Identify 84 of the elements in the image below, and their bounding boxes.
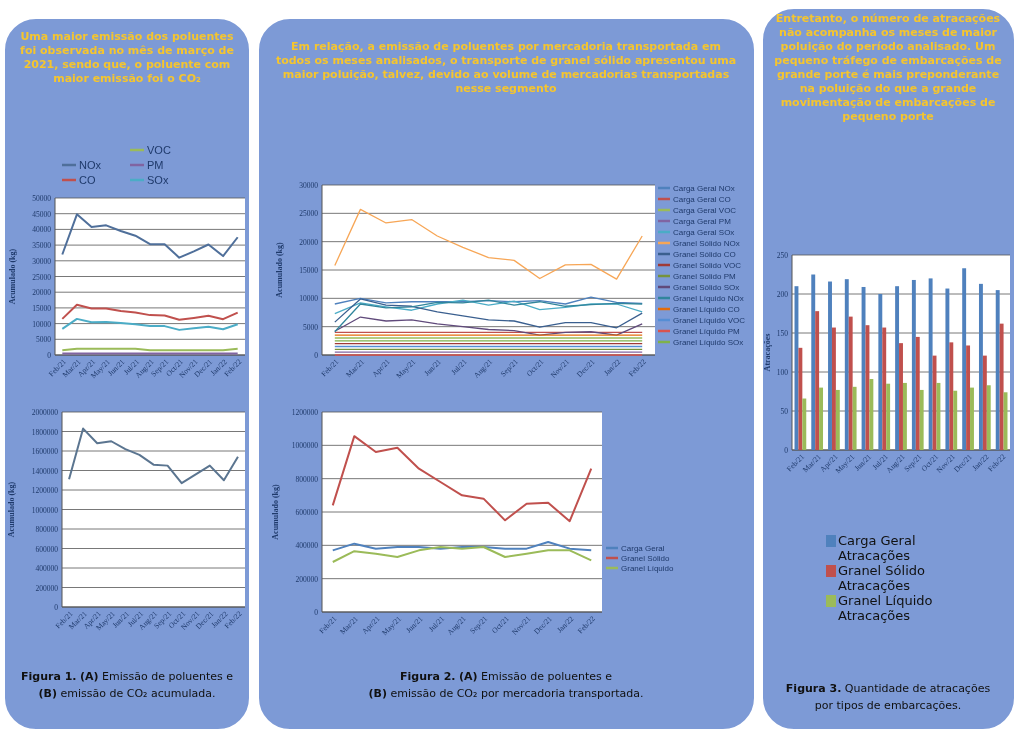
bar bbox=[852, 386, 857, 450]
bar bbox=[995, 290, 1000, 450]
bar bbox=[911, 279, 916, 450]
legend-label: Granel Líquido CO bbox=[673, 305, 740, 314]
bar bbox=[915, 336, 920, 450]
text: (B) emissão de CO₂ acumulada. bbox=[38, 687, 216, 700]
y-axis-title: Acumulado (kg) bbox=[271, 484, 280, 540]
bar bbox=[835, 389, 840, 450]
bar bbox=[886, 383, 891, 450]
legend-label: SOx bbox=[147, 174, 169, 186]
text: Figura 1. (A) Emissão de poluentes e bbox=[20, 670, 234, 683]
line-series bbox=[61, 303, 239, 321]
line-series bbox=[334, 299, 643, 315]
line-series bbox=[331, 541, 593, 552]
legend-label: Carga Geral CO bbox=[673, 195, 731, 204]
y-axis-title: Atracações bbox=[763, 333, 772, 372]
bar bbox=[895, 286, 900, 450]
legend-label: Carga Geral SOx bbox=[673, 228, 735, 237]
legend-label: Granel Líquido VOC bbox=[673, 316, 746, 325]
bar bbox=[919, 389, 924, 450]
bar bbox=[936, 382, 941, 450]
chart-title: Uma maior emissão dos poluentes foi observada no mês de março de 2021, sendo que, o poluente com maior emissão foi o CO₂ bbox=[20, 30, 235, 85]
legend-label: PM bbox=[147, 159, 164, 171]
bar bbox=[978, 283, 983, 450]
line-series bbox=[331, 546, 593, 563]
bar bbox=[970, 387, 974, 450]
legend-label: Granel Líquido NOx bbox=[673, 294, 744, 303]
legend-label: Granel Sólido Atracações bbox=[838, 563, 926, 593]
bar bbox=[811, 274, 816, 450]
bar bbox=[945, 288, 950, 450]
legend-label: Granel Líquido PM bbox=[673, 327, 741, 336]
legend-label: Carga Geral VOC bbox=[673, 206, 737, 215]
bar bbox=[828, 281, 832, 450]
legend-label: CO bbox=[79, 174, 96, 186]
legend-label: Granel Sólido VOC bbox=[673, 261, 742, 270]
bar bbox=[869, 379, 874, 450]
legend-label: NOx bbox=[79, 159, 102, 171]
bar bbox=[882, 327, 887, 450]
bar bbox=[844, 279, 849, 450]
legend-label: Granel Sólido NOx bbox=[673, 239, 740, 248]
bar bbox=[899, 343, 903, 450]
text: por tipos de embarcações. bbox=[814, 699, 962, 712]
bar bbox=[949, 342, 954, 450]
bar bbox=[878, 294, 883, 450]
bar bbox=[962, 268, 967, 450]
chart-title: Em relação, a emissão de poluentes por mercadoria transportada em todos os meses analisados, o transporte de granel sólido apresentou uma maior poluição, talvez, devido ao volume de mercadorias transportadas nesse segmento bbox=[275, 40, 737, 95]
bar bbox=[802, 398, 807, 450]
legend-label: Granel Líquido Atracações bbox=[838, 593, 933, 623]
line-series bbox=[61, 213, 239, 259]
line-series bbox=[61, 317, 239, 331]
line-series bbox=[331, 435, 593, 523]
legend-label: Granel Sólido SOx bbox=[673, 283, 740, 292]
bar bbox=[848, 316, 853, 450]
legend-label: VOC bbox=[147, 144, 171, 156]
legend-label: Granel Líquido bbox=[621, 564, 675, 573]
bar bbox=[928, 278, 933, 450]
bar bbox=[986, 385, 991, 450]
y-axis-title: Acumulado (kg) bbox=[8, 248, 17, 305]
bar bbox=[966, 345, 971, 450]
bar bbox=[982, 355, 987, 450]
bar bbox=[815, 311, 820, 450]
bar bbox=[819, 387, 824, 450]
bar bbox=[861, 286, 866, 450]
legend-label: Granel Sólido PM bbox=[673, 272, 737, 281]
text: Figura 2. (A) Emissão de poluentes e bbox=[399, 670, 613, 683]
y-axis-title: Acumulado (kg) bbox=[7, 481, 16, 538]
text: Figura 3. Quantidade de atracações bbox=[785, 682, 991, 695]
line-series bbox=[334, 208, 643, 280]
legend-label: Carga Geral Atracações bbox=[838, 533, 916, 563]
y-axis-title: Acumulado (kg) bbox=[275, 242, 284, 298]
bar bbox=[953, 390, 958, 450]
legend-label: Granel Líquido SOx bbox=[673, 338, 744, 347]
bar bbox=[999, 323, 1004, 450]
bar bbox=[831, 327, 836, 450]
bar bbox=[902, 382, 907, 450]
legend-label: Carga Geral NOx bbox=[673, 184, 735, 193]
text: (B) emissão de CO₂ por mercadoria transportada. bbox=[368, 687, 644, 700]
legend-label: Granel Sólido bbox=[621, 554, 671, 563]
line-series bbox=[68, 427, 239, 485]
chart-title: Entretanto, o número de atracações não acompanha os meses de maior poluição do período analisado. Um pequeno tráfego de embarcações de grande porte é mais preponderante na poluição do que a grande movimentação de embarcações de pequeno porte bbox=[774, 12, 1002, 123]
legend-label: Carga Geral bbox=[621, 544, 665, 553]
legend-label: Granel Sólido CO bbox=[673, 250, 736, 259]
bar bbox=[798, 347, 803, 450]
legend-label: Carga Geral PM bbox=[673, 217, 732, 226]
